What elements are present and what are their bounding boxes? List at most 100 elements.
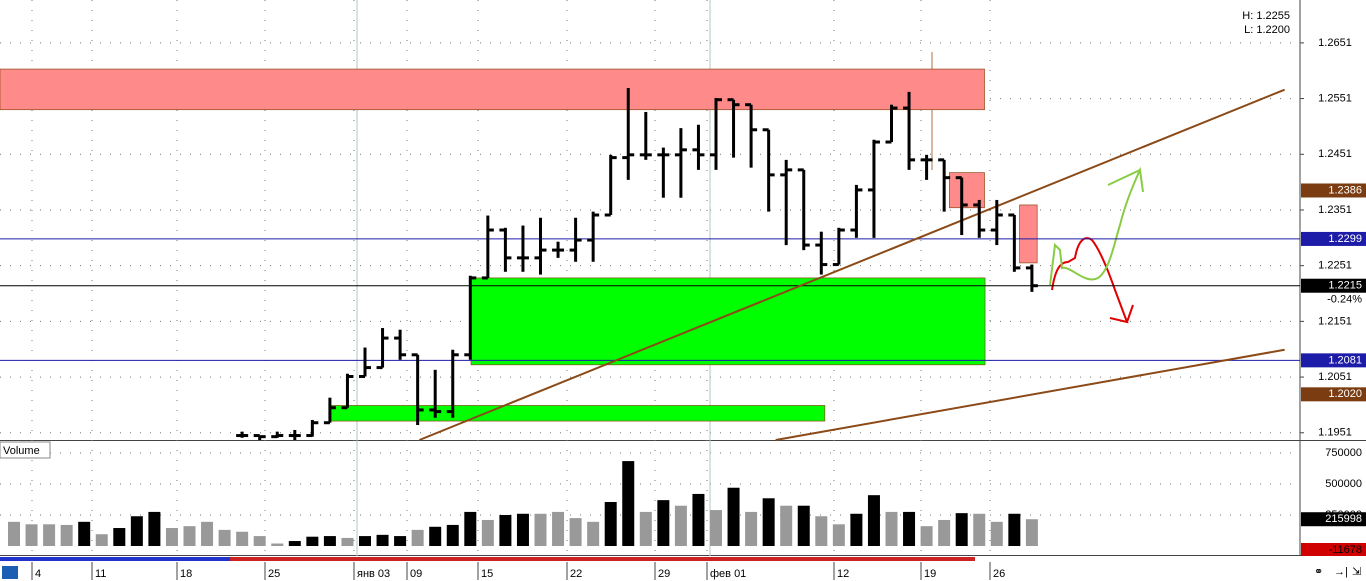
y-tick-label: 1.2651 xyxy=(1318,37,1352,49)
volume-bar xyxy=(236,531,249,546)
volume-bar xyxy=(43,524,56,546)
volume-bar xyxy=(780,505,793,546)
volume-bar xyxy=(534,513,547,546)
volume-bar xyxy=(130,516,143,546)
volume-bar xyxy=(990,521,1003,546)
y-tick-label: 1.2251 xyxy=(1318,260,1352,272)
volume-bar xyxy=(429,526,442,546)
low-label: L: 1.2200 xyxy=(1244,24,1290,36)
volume-bar xyxy=(867,495,880,546)
scale-icon[interactable]: ⇲ xyxy=(1352,566,1361,578)
volume-bar xyxy=(657,500,670,546)
zone xyxy=(329,405,826,422)
x-tick-label: 15 xyxy=(481,568,493,580)
volume-bar xyxy=(60,524,73,546)
price-marker-label: 1.2020 xyxy=(1328,388,1362,400)
y-tick-label: 1.1951 xyxy=(1318,427,1352,439)
volume-bar xyxy=(797,505,810,546)
menu-icon[interactable] xyxy=(2,566,18,579)
volume-bar xyxy=(552,511,565,546)
y-tick-label: 750000 xyxy=(1325,447,1362,459)
y-tick-label: 1.2451 xyxy=(1318,148,1352,160)
volume-bar xyxy=(218,529,231,546)
trendline xyxy=(775,348,1285,441)
volume-bar xyxy=(955,513,968,546)
y-tick-label: 1.2051 xyxy=(1318,371,1352,383)
y-tick-label: 500000 xyxy=(1325,478,1362,490)
y-tick-label: 1.2351 xyxy=(1318,204,1352,216)
goto-icon[interactable]: →| xyxy=(1334,566,1348,578)
volume-bar xyxy=(815,516,828,546)
volume-bar xyxy=(604,501,617,546)
x-tick-label: 25 xyxy=(268,568,280,580)
x-tick-label: 29 xyxy=(658,568,670,580)
volume-bar xyxy=(288,541,301,546)
x-tick-label: 18 xyxy=(180,568,192,580)
price-marker xyxy=(1301,387,1366,402)
price-marker xyxy=(1301,353,1366,368)
volume-bar xyxy=(727,487,740,546)
high-label: H: 1.2255 xyxy=(1242,10,1290,22)
volume-bar xyxy=(481,519,494,546)
zone xyxy=(0,68,985,111)
volume-bar xyxy=(1008,513,1021,546)
volume-bar xyxy=(920,526,933,546)
delta-marker xyxy=(1301,543,1366,556)
volume-bar xyxy=(938,519,951,546)
price-marker xyxy=(1301,278,1366,293)
volume-bar xyxy=(78,521,91,546)
volume-bar xyxy=(885,511,898,546)
volume-bar xyxy=(1025,519,1038,546)
volume-bar xyxy=(306,536,319,546)
volume-bar xyxy=(394,536,407,546)
link-icon[interactable]: ⚭ xyxy=(1314,566,1323,578)
volume-marker xyxy=(1301,512,1366,527)
session-strip xyxy=(0,557,230,561)
volume-bar xyxy=(499,515,512,546)
zone xyxy=(470,277,986,366)
x-tick-label: янв 03 xyxy=(357,568,390,580)
volume-bar xyxy=(341,537,354,546)
x-tick-label: 11 xyxy=(95,568,106,580)
y-tick-label: 1.2151 xyxy=(1318,315,1352,327)
volume-bar xyxy=(446,524,459,546)
volume-bar xyxy=(113,528,126,546)
price-marker-label: 1.2081 xyxy=(1328,354,1362,366)
change-label: -0.24% xyxy=(1327,294,1362,306)
volume-bar xyxy=(95,534,108,546)
volume-bar xyxy=(271,543,284,546)
volume-bar xyxy=(148,511,161,546)
volume-bar xyxy=(745,511,758,546)
volume-title-box xyxy=(0,441,51,459)
volume-bar xyxy=(464,511,477,546)
volume-bar xyxy=(903,511,916,546)
volume-bar xyxy=(25,524,38,546)
volume-bar xyxy=(692,493,705,546)
volume-bar xyxy=(516,513,529,546)
volume-bar xyxy=(973,513,986,546)
volume-bar xyxy=(359,536,371,546)
zone xyxy=(1019,204,1038,264)
volume-marker-label: 215998 xyxy=(1325,513,1362,525)
price-marker xyxy=(1301,231,1366,246)
price-marker-label: 1.2215 xyxy=(1328,280,1362,292)
volume-bar xyxy=(323,536,336,546)
volume-bar xyxy=(376,534,389,546)
volume-bar xyxy=(832,524,845,546)
volume-bar xyxy=(569,518,582,546)
volume-bar xyxy=(165,528,178,546)
volume-title: Volume xyxy=(3,445,40,457)
volume-bar xyxy=(8,521,20,546)
volume-bar xyxy=(411,529,424,546)
session-strip xyxy=(230,557,975,561)
x-tick-label: 26 xyxy=(993,568,1005,580)
volume-bar xyxy=(587,521,600,546)
trendline xyxy=(419,88,1285,441)
volume-bar xyxy=(201,521,214,546)
y-tick-label: 1.2551 xyxy=(1318,92,1352,104)
volume-bar xyxy=(622,461,635,546)
x-tick-label: 09 xyxy=(410,568,422,580)
volume-bar xyxy=(639,511,652,546)
x-tick-label: фев 01 xyxy=(710,568,746,580)
